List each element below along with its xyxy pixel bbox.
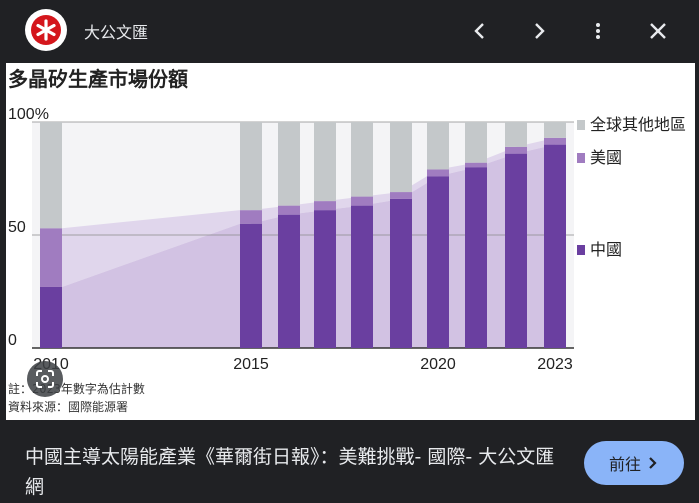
legend-swatch-1 [577,153,585,163]
bar-2023-series-2 [544,122,566,138]
legend-swatch-0 [577,120,585,130]
bar-2015-series-0 [240,223,262,348]
bar-2017-series-2 [314,122,336,202]
bar-2010-series-2 [40,122,62,229]
bar-2020-series-1 [427,169,449,177]
close-icon [650,23,666,39]
chevron-right-icon [535,23,545,39]
bar-2019-series-2 [390,122,412,193]
site-name[interactable]: 大公文匯 [84,23,149,42]
back-button[interactable] [463,14,497,48]
chevron-left-icon [474,23,484,39]
bar-2016-series-0 [278,214,300,348]
bar-2018-series-2 [351,122,373,197]
image-preview[interactable]: 多晶矽生產市場份額 100%5002010201520202023全球其他地區美… [6,63,695,420]
chart-note-source: 資料來源：國際能源署 [8,400,129,414]
close-button[interactable] [641,14,675,48]
site-logo[interactable] [25,9,67,51]
result-footer: 中國主導太陽能產業《華爾街日報》：美難挑戰- 國際- 大公文匯網 前往 [0,420,699,503]
google-lens-icon [36,370,54,388]
bar-2016-series-2 [278,122,300,206]
bar-2021-series-2 [465,122,487,163]
result-title[interactable]: 中國主導太陽能產業《華爾街日報》：美難挑戰- 國際- 大公文匯網 [25,446,555,498]
y-tick-label-50: 50 [8,219,26,236]
visit-button-label: 前往 [608,455,641,474]
bar-2023-series-0 [544,144,566,348]
bar-2016-series-1 [278,205,300,215]
bar-2022-series-2 [505,122,527,147]
bar-2019-series-0 [390,198,412,348]
x-tick-label-2023: 2023 [537,356,573,373]
bar-2017-series-0 [314,210,336,348]
bar-2022-series-0 [505,153,527,348]
y-tick-label-0: 0 [8,332,17,349]
bar-2015-series-2 [240,122,262,211]
chevron-right-icon [649,457,657,469]
bar-2023-series-1 [544,137,566,145]
bar-2018-series-0 [351,205,373,348]
x-tick-label-2015: 2015 [233,356,269,373]
viewer-top-bar: 大公文匯 [0,0,699,63]
china-share-area [62,223,240,348]
more-vert-icon [596,23,600,39]
market-share-chart: 100%5002010201520202023全球其他地區美國中國 [8,106,686,373]
bar-2010-series-0 [40,286,62,348]
bar-2020-series-0 [427,176,449,348]
forward-button[interactable] [522,14,556,48]
bar-2010-series-1 [40,228,62,287]
bar-2018-series-1 [351,196,373,206]
bar-2021-series-0 [465,167,487,348]
bar-2017-series-1 [314,201,336,211]
legend-label-0: 全球其他地區 [590,115,686,134]
bar-2022-series-1 [505,146,527,154]
bar-2020-series-2 [427,122,449,170]
us-share-area [62,210,240,287]
takungpao-logo-icon [31,15,61,45]
bar-2015-series-1 [240,210,262,224]
visit-button[interactable]: 前往 [584,441,684,485]
bar-2021-series-1 [465,162,487,168]
legend-label-2: 中國 [590,240,622,259]
x-tick-label-2020: 2020 [420,356,456,373]
legend-label-1: 美國 [590,148,622,167]
chart-title: 多晶矽生產市場份額 [8,67,188,91]
google-lens-button[interactable] [27,361,63,397]
bar-2019-series-1 [390,192,412,199]
legend-swatch-2 [577,245,585,255]
more-options-button[interactable] [581,14,615,48]
y-tick-label-100: 100% [8,106,49,123]
